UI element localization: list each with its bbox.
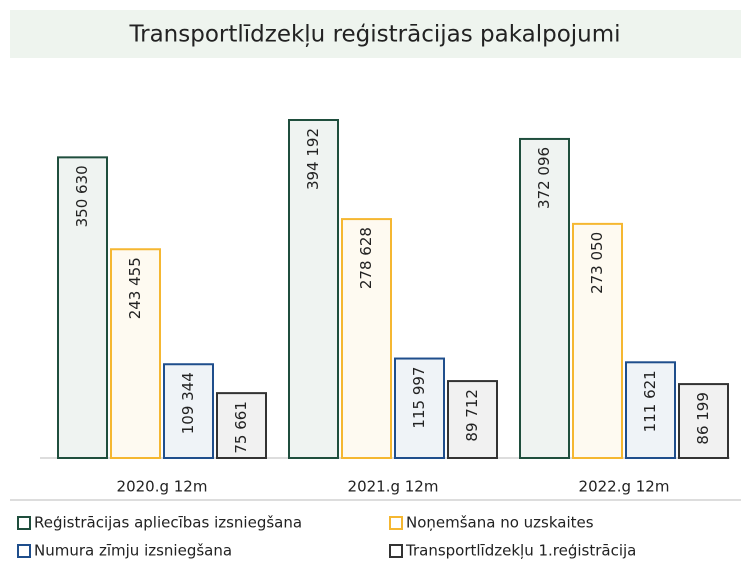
bar (288, 119, 339, 459)
bar (572, 222, 623, 459)
data-label: 86 199 (694, 392, 712, 445)
bar (110, 248, 161, 459)
data-label: 243 455 (126, 257, 144, 319)
legend-marker (389, 544, 403, 558)
bar (447, 380, 498, 459)
data-label: 278 628 (357, 227, 375, 289)
data-label: 89 712 (463, 389, 481, 442)
legend-label: Noņemšana no uzskaites (406, 514, 594, 532)
data-label: 394 192 (304, 128, 322, 190)
title-band (10, 10, 741, 58)
data-label: 111 621 (641, 370, 659, 432)
legend-label: Transportlīdzekļu 1.reģistrācija (405, 542, 636, 560)
legend-label: Numura zīmju izsniegšana (34, 542, 232, 560)
x-tick-label: 2021.g 12m (348, 478, 439, 496)
bar (394, 357, 445, 460)
x-tick-label: 2020.g 12m (117, 478, 208, 496)
data-label: 75 661 (232, 401, 250, 454)
legend-marker (389, 516, 403, 530)
data-label: 115 997 (410, 367, 428, 429)
chart-title: Transportlīdzekļu reģistrācijas pakalpoj… (128, 22, 620, 48)
legend-marker (17, 516, 31, 530)
bar (163, 363, 214, 460)
legend-marker (17, 544, 31, 558)
data-label: 372 096 (535, 147, 553, 209)
bar (678, 383, 729, 459)
bar (625, 361, 676, 460)
bar (57, 156, 108, 460)
x-tick-label: 2022.g 12m (579, 478, 670, 496)
data-label: 350 630 (73, 165, 91, 227)
bar (216, 392, 267, 459)
data-label: 109 344 (179, 372, 197, 434)
legend-label: Reģistrācijas apliecības izsniegšana (34, 514, 302, 532)
bar (519, 137, 570, 459)
bar (341, 218, 392, 459)
data-label: 273 050 (588, 232, 606, 294)
